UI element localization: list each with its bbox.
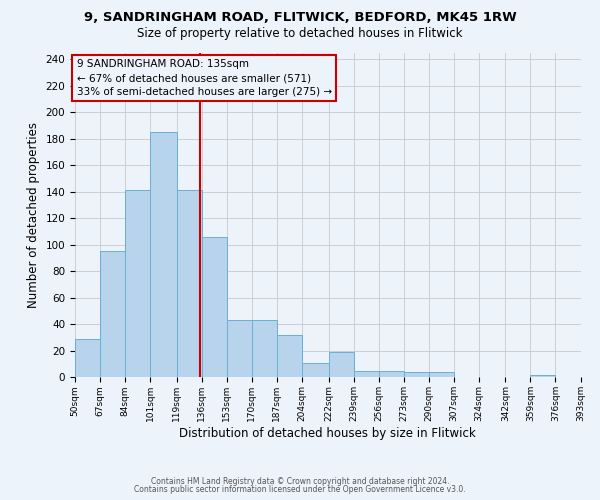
Bar (429, 372, 454, 378)
Bar (75, 339, 100, 378)
Text: Contains HM Land Registry data © Crown copyright and database right 2024.: Contains HM Land Registry data © Crown c… (151, 477, 449, 486)
X-axis label: Distribution of detached houses by size in Flitwick: Distribution of detached houses by size … (179, 427, 476, 440)
Text: Contains public sector information licensed under the Open Government Licence v3: Contains public sector information licen… (134, 484, 466, 494)
Bar (277, 335, 302, 378)
Bar (379, 371, 404, 378)
Bar (252, 320, 277, 378)
Text: 9 SANDRINGHAM ROAD: 135sqm
← 67% of detached houses are smaller (571)
33% of sem: 9 SANDRINGHAM ROAD: 135sqm ← 67% of deta… (77, 59, 332, 97)
Bar (329, 352, 353, 378)
Bar (100, 252, 125, 378)
Bar (353, 371, 379, 378)
Text: 9, SANDRINGHAM ROAD, FLITWICK, BEDFORD, MK45 1RW: 9, SANDRINGHAM ROAD, FLITWICK, BEDFORD, … (83, 11, 517, 24)
Bar (150, 132, 177, 378)
Bar (177, 190, 202, 378)
Y-axis label: Number of detached properties: Number of detached properties (27, 122, 40, 308)
Bar (227, 320, 252, 378)
Bar (404, 372, 429, 378)
Bar (302, 363, 329, 378)
Text: Size of property relative to detached houses in Flitwick: Size of property relative to detached ho… (137, 27, 463, 40)
Bar (202, 237, 227, 378)
Bar (125, 190, 150, 378)
Bar (530, 375, 556, 378)
